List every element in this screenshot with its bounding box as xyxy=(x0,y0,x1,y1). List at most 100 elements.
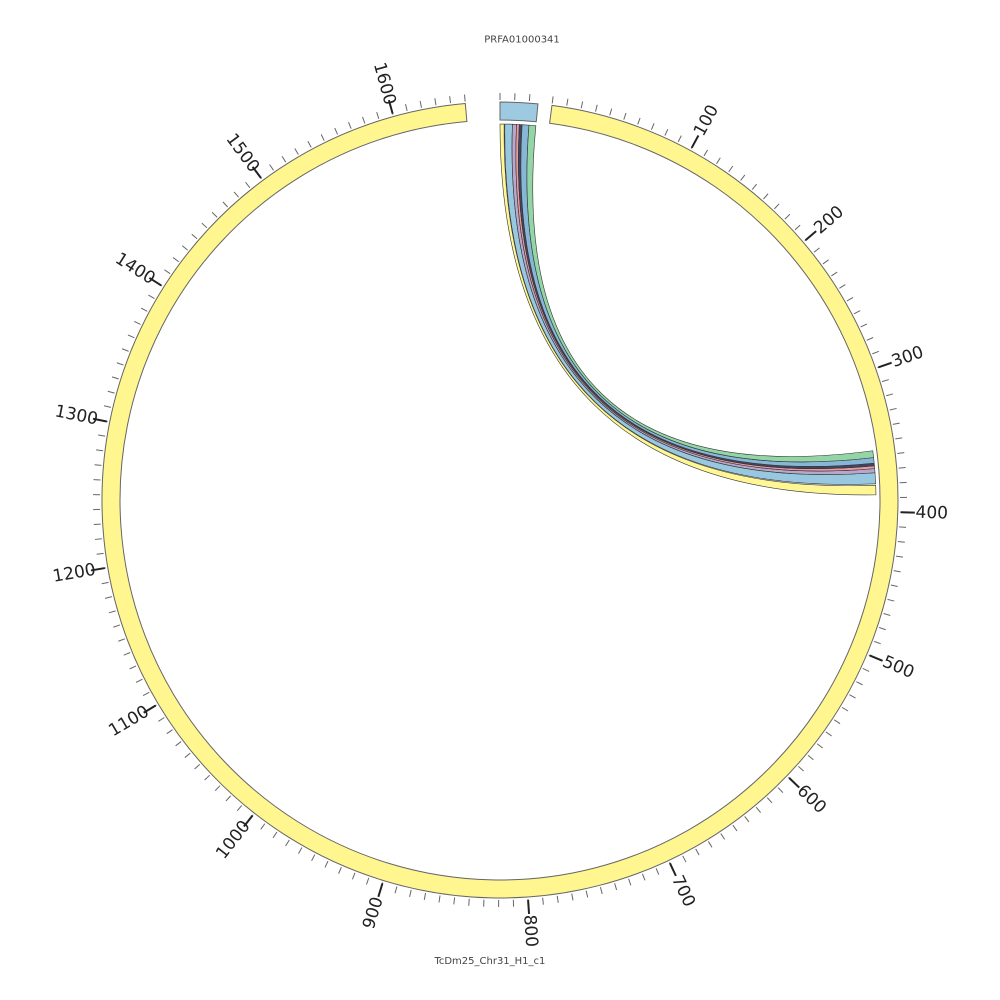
tick-label: 300 xyxy=(889,342,926,372)
minor-tick xyxy=(763,193,769,200)
minor-tick xyxy=(94,464,102,466)
minor-tick xyxy=(895,437,903,440)
major-tick xyxy=(869,654,883,662)
minor-tick xyxy=(201,222,208,229)
minor-tick xyxy=(609,108,613,116)
minor-tick xyxy=(798,766,804,772)
tick-label: 200 xyxy=(810,202,848,238)
segment-label: TcDm25_Chr31_H1_c1 xyxy=(433,956,545,967)
minor-tick xyxy=(707,841,713,848)
minor-tick xyxy=(816,743,824,749)
link xyxy=(515,124,876,472)
tick-label: 1000 xyxy=(212,817,254,863)
minor-tick xyxy=(895,555,904,558)
minor-tick xyxy=(628,878,632,886)
minor-tick xyxy=(893,570,901,573)
segment xyxy=(101,102,899,899)
minor-tick xyxy=(285,839,290,847)
minor-tick xyxy=(298,847,303,854)
minor-tick xyxy=(225,795,232,802)
minor-tick xyxy=(135,678,143,683)
minor-tick xyxy=(405,104,408,112)
minor-tick xyxy=(556,895,559,903)
minor-tick xyxy=(158,717,165,722)
minor-tick xyxy=(889,407,897,411)
minor-tick xyxy=(376,111,380,119)
link xyxy=(511,123,876,475)
minor-tick xyxy=(682,855,687,863)
major-tick xyxy=(669,862,677,877)
minor-tick xyxy=(664,128,669,136)
minor-tick xyxy=(650,123,655,130)
minor-tick xyxy=(732,824,738,832)
minor-tick xyxy=(438,895,441,903)
minor-tick xyxy=(236,805,243,812)
minor-tick xyxy=(214,785,221,792)
minor-tick xyxy=(118,638,126,642)
major-tick xyxy=(143,704,157,714)
minor-tick xyxy=(542,897,544,905)
minor-tick xyxy=(580,101,584,109)
minor-tick xyxy=(449,96,452,104)
minor-tick xyxy=(846,296,854,302)
minor-tick xyxy=(897,540,905,543)
minor-tick xyxy=(324,860,329,868)
minor-tick xyxy=(890,584,898,588)
minor-tick xyxy=(116,362,124,366)
minor-tick xyxy=(883,613,891,616)
minor-tick xyxy=(175,741,182,747)
tick-label: 1300 xyxy=(53,401,99,429)
minor-tick xyxy=(866,337,874,341)
major-tick xyxy=(387,99,394,114)
minor-tick xyxy=(464,94,466,102)
link xyxy=(499,123,877,496)
minor-tick xyxy=(878,627,886,631)
minor-tick xyxy=(184,752,191,758)
minor-tick xyxy=(181,245,188,251)
minor-tick xyxy=(740,174,746,181)
minor-tick xyxy=(841,706,849,712)
tick-label: 400 xyxy=(915,503,948,524)
minor-tick xyxy=(813,247,820,253)
link xyxy=(526,124,874,463)
major-tick xyxy=(878,361,892,369)
major-tick xyxy=(690,135,700,149)
minor-tick xyxy=(551,96,554,104)
minor-tick xyxy=(307,140,312,148)
major-tick xyxy=(788,777,800,789)
minor-tick xyxy=(96,552,104,555)
minor-tick xyxy=(351,872,356,880)
minor-tick xyxy=(103,405,111,408)
tick-label: 1200 xyxy=(51,560,97,587)
minor-tick xyxy=(311,854,316,861)
minor-tick xyxy=(641,873,646,881)
tick-label: 1600 xyxy=(369,60,400,107)
minor-tick xyxy=(614,883,618,891)
minor-tick xyxy=(320,134,325,141)
minor-tick xyxy=(860,323,868,328)
minor-tick xyxy=(134,320,141,325)
minor-tick xyxy=(794,224,801,231)
minor-tick xyxy=(98,434,106,437)
minor-tick xyxy=(695,848,700,856)
minor-tick xyxy=(419,100,422,108)
minor-tick xyxy=(204,774,211,781)
link xyxy=(504,123,876,485)
minor-tick xyxy=(571,893,574,901)
minor-tick xyxy=(862,668,870,672)
minor-tick xyxy=(468,898,470,906)
minor-tick xyxy=(566,98,569,106)
minor-tick xyxy=(127,334,135,339)
minor-tick xyxy=(211,211,218,218)
segment-label: PRFA01000341 xyxy=(484,35,560,46)
minor-tick xyxy=(172,257,180,263)
minor-tick xyxy=(585,890,589,898)
minor-tick xyxy=(334,127,339,135)
minor-tick xyxy=(528,94,531,102)
major-tick xyxy=(377,883,384,898)
minor-tick xyxy=(623,112,627,120)
minor-tick xyxy=(872,350,880,355)
minor-tick xyxy=(96,449,104,452)
